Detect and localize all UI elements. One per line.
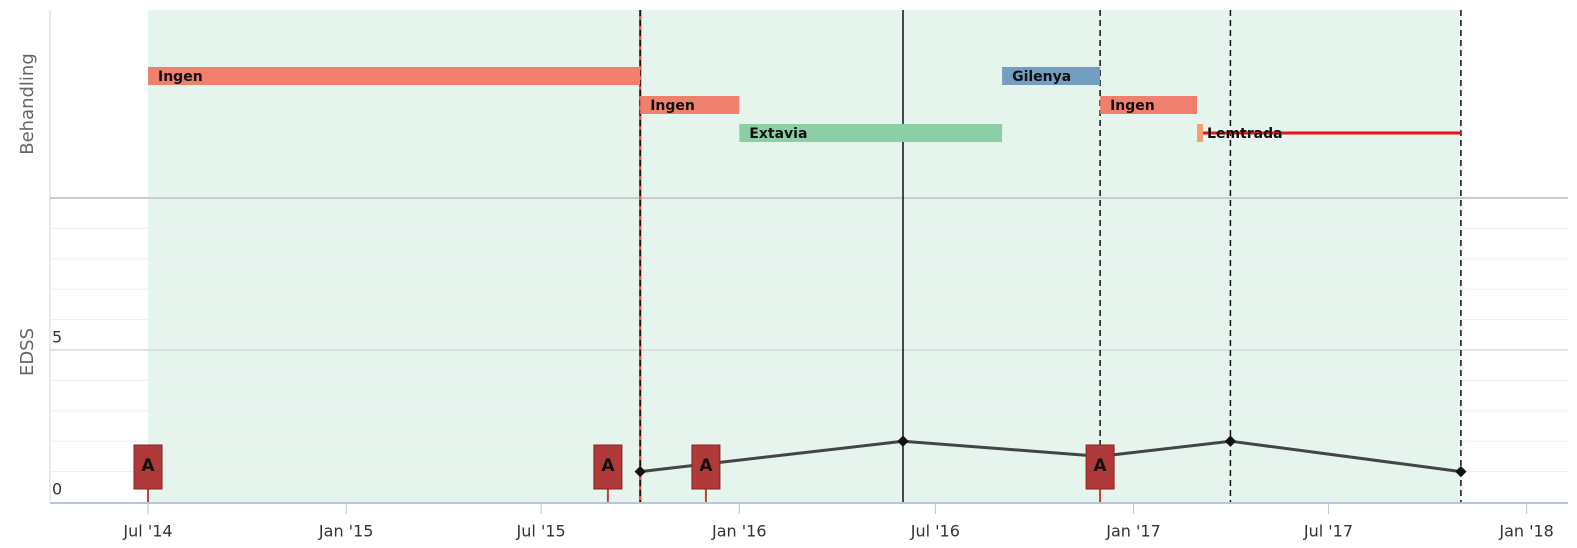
edss-point [1455, 465, 1467, 478]
y-axis-label-top: Behandling [17, 53, 38, 155]
relapse-label: A [699, 456, 713, 476]
edss-point [1224, 435, 1237, 447]
edss-point [634, 465, 646, 478]
x-tick-label: Jul '16 [910, 522, 960, 541]
x-tick-label: Jan '15 [318, 522, 374, 541]
relapse-label: A [141, 456, 155, 476]
edss-point [897, 435, 909, 447]
treatment-label: Lemtrada [1207, 126, 1283, 142]
treatment-label: Ingen [158, 69, 203, 85]
y-tick-label: 5 [52, 328, 62, 347]
treatment-bar [148, 67, 641, 85]
treatment-bar [1002, 67, 1101, 85]
relapse-marker [691, 444, 721, 490]
relapse-label: A [1094, 456, 1108, 476]
relapse-marker [1085, 444, 1115, 490]
relapse-label: A [601, 456, 615, 476]
observation-period [148, 10, 1461, 502]
treatment-bar [1100, 96, 1198, 114]
y-tick-label: 0 [52, 480, 62, 499]
x-tick-label: Jan '16 [711, 522, 767, 541]
treatment-label: Ingen [1110, 98, 1155, 114]
x-tick-label: Jul '14 [122, 522, 172, 541]
treatment-label: Ingen [650, 98, 695, 114]
x-tick-label: Jan '17 [1105, 522, 1161, 541]
x-tick-label: Jan '18 [1498, 522, 1554, 541]
treatment-bar [640, 96, 740, 114]
treatment-label: Extavia [749, 126, 807, 142]
y-axis-label-bottom: EDSS [17, 328, 38, 376]
treatment-bar [1197, 124, 1204, 142]
relapse-marker [133, 444, 163, 490]
treatment-label: Gilenya [1012, 69, 1071, 85]
relapse-marker [593, 444, 623, 490]
x-tick-label: Jul '15 [516, 522, 566, 541]
treatment-bar [739, 124, 1003, 142]
x-tick-label: Jul '17 [1303, 522, 1353, 541]
